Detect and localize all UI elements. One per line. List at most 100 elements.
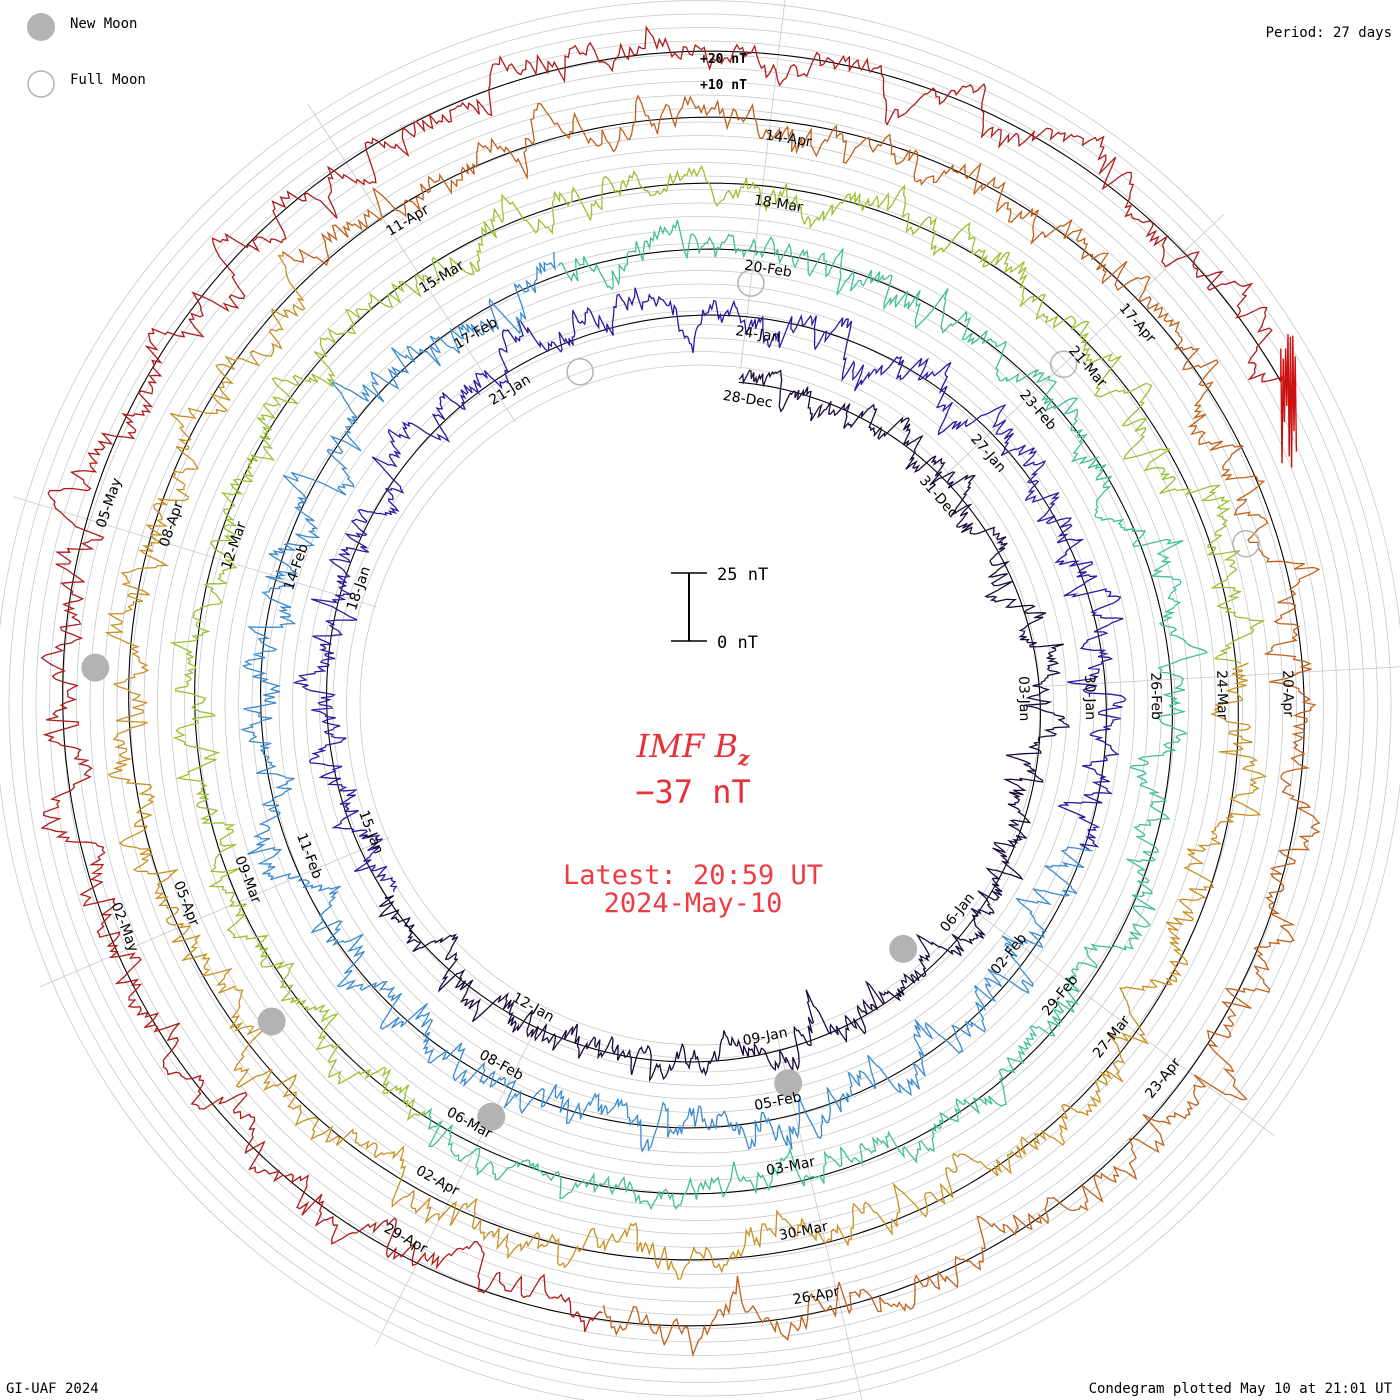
- date-label: 26-Feb: [1147, 672, 1164, 720]
- date-label: 05-Apr: [170, 879, 202, 929]
- radial-scale-label-20: +20 nT: [700, 52, 747, 67]
- grid-circle: [49, 54, 1351, 1356]
- grid-circle: [319, 324, 1081, 1086]
- full-moon-legend-label: Full Moon: [70, 72, 146, 88]
- grid-spoke: [12, 496, 377, 608]
- moon-markers: [81, 269, 1260, 1131]
- date-label: 24-Jan: [734, 323, 781, 346]
- grid-spoke: [307, 103, 516, 423]
- date-label: 14-Apr: [764, 127, 813, 150]
- grid-circle: [130, 135, 1270, 1275]
- scale-bar-bottom-label: 0 nT: [717, 633, 758, 653]
- credit-label: GI-UAF 2024: [6, 1381, 99, 1397]
- grid-circle: [76, 81, 1324, 1329]
- new-moon-marker-0: [889, 934, 918, 963]
- grid-circle: [292, 297, 1108, 1113]
- date-label: 09-Jan: [741, 1025, 788, 1049]
- date-label: 20-Apr: [1279, 670, 1296, 717]
- grid-circle: [359, 364, 1041, 1046]
- grid-circle: [251, 256, 1149, 1154]
- date-label: 24-Mar: [1213, 670, 1230, 720]
- grid-circle: [278, 283, 1122, 1127]
- date-label: 23-Apr: [1142, 1055, 1184, 1102]
- date-label: 18-Jan: [344, 564, 374, 612]
- date-label: 06-Jan: [937, 890, 978, 935]
- grid-circle: [143, 148, 1257, 1262]
- new-moon-marker-4: [81, 653, 110, 682]
- full-moon-marker-2: [1049, 350, 1078, 379]
- date-label: 15-Mar: [417, 257, 468, 296]
- date-label: 02-Apr: [413, 1163, 462, 1200]
- trace-segment-6: [282, 94, 1321, 1358]
- grid-circle: [8, 13, 1392, 1397]
- new-moon-legend-label: New Moon: [70, 16, 137, 32]
- date-label: 03-Mar: [765, 1154, 817, 1179]
- date-label: 27-Mar: [1090, 1013, 1134, 1062]
- date-label: 30-Mar: [778, 1219, 830, 1244]
- trace-segment-4: [169, 164, 1266, 1122]
- date-label: 28-Dec: [722, 388, 774, 412]
- latest-date: 2024-May-10: [604, 888, 783, 919]
- grid-circle: [197, 202, 1203, 1208]
- grid-circle: [116, 121, 1284, 1289]
- date-label: 03-Jan: [1015, 676, 1032, 722]
- date-label: 30-Jan: [1081, 675, 1098, 721]
- trace-segment-3: [424, 219, 1209, 1211]
- grid-circle: [346, 351, 1054, 1059]
- full-moon-marker-3: [1232, 529, 1260, 558]
- grid-circle: [157, 162, 1243, 1248]
- grid-spoke: [1037, 666, 1400, 687]
- full-moon-legend-icon: [27, 70, 55, 98]
- current-value: −37 nT: [635, 773, 751, 811]
- date-label: 12-Jan: [509, 990, 556, 1026]
- date-label: 18-Mar: [753, 192, 804, 215]
- grid-circle: [89, 94, 1311, 1316]
- chart-title: IMF Bz: [636, 727, 750, 770]
- scale-bar: 25 nT 0 nT: [671, 565, 768, 653]
- trace-segment-2: [240, 251, 1093, 1153]
- trace-segment-7: [40, 25, 1284, 1333]
- grid-circle: [22, 27, 1378, 1383]
- grid-spoke: [39, 837, 390, 988]
- date-label: 21-Jan: [487, 372, 534, 409]
- data-traces: [40, 25, 1321, 1358]
- radial-scale-label-10: +10 nT: [700, 78, 747, 93]
- new-moon-legend-icon: [27, 13, 55, 41]
- date-label: 20-Feb: [743, 258, 793, 281]
- trace-segment-5: [104, 251, 1267, 1280]
- grid-circle: [62, 67, 1338, 1343]
- scale-bar-top-label: 25 nT: [717, 565, 768, 585]
- new-moon-marker-2: [477, 1102, 506, 1131]
- grid-circle: [265, 270, 1135, 1140]
- grid-circle: [35, 40, 1365, 1370]
- date-label: 17-Feb: [451, 314, 500, 352]
- grid-circle: [170, 175, 1230, 1235]
- date-label: 11-Apr: [384, 202, 433, 240]
- date-label: 23-Feb: [1016, 387, 1059, 434]
- grid-circle: [332, 337, 1068, 1073]
- latest-spike: [1280, 333, 1298, 468]
- trace-segment-0: [378, 369, 1071, 1083]
- grid-circle: [238, 243, 1162, 1167]
- date-label: 26-Apr: [792, 1284, 841, 1309]
- grid-circle: [211, 216, 1189, 1194]
- date-label: 31-Dec: [916, 473, 961, 521]
- grid-circle: [103, 108, 1297, 1302]
- grid-circle: [305, 310, 1095, 1100]
- full-moon-marker-1: [737, 269, 765, 297]
- latest-time: Latest: 20:59 UT: [563, 860, 823, 891]
- date-label: 05-Feb: [753, 1089, 803, 1114]
- period-label: Period: 27 days: [1266, 25, 1392, 41]
- grid-spoke: [970, 907, 1275, 1137]
- plotted-label: Condegram plotted May 10 at 21:01 UT: [1089, 1381, 1393, 1397]
- grid-spoke: [375, 1006, 548, 1346]
- new-moon-marker-1: [774, 1069, 803, 1098]
- trace-segment-1: [292, 287, 1127, 892]
- new-moon-marker-3: [257, 1007, 286, 1036]
- full-moon-marker-0: [566, 358, 594, 386]
- date-label: 11-Feb: [293, 831, 325, 881]
- grid-circle: [224, 229, 1176, 1181]
